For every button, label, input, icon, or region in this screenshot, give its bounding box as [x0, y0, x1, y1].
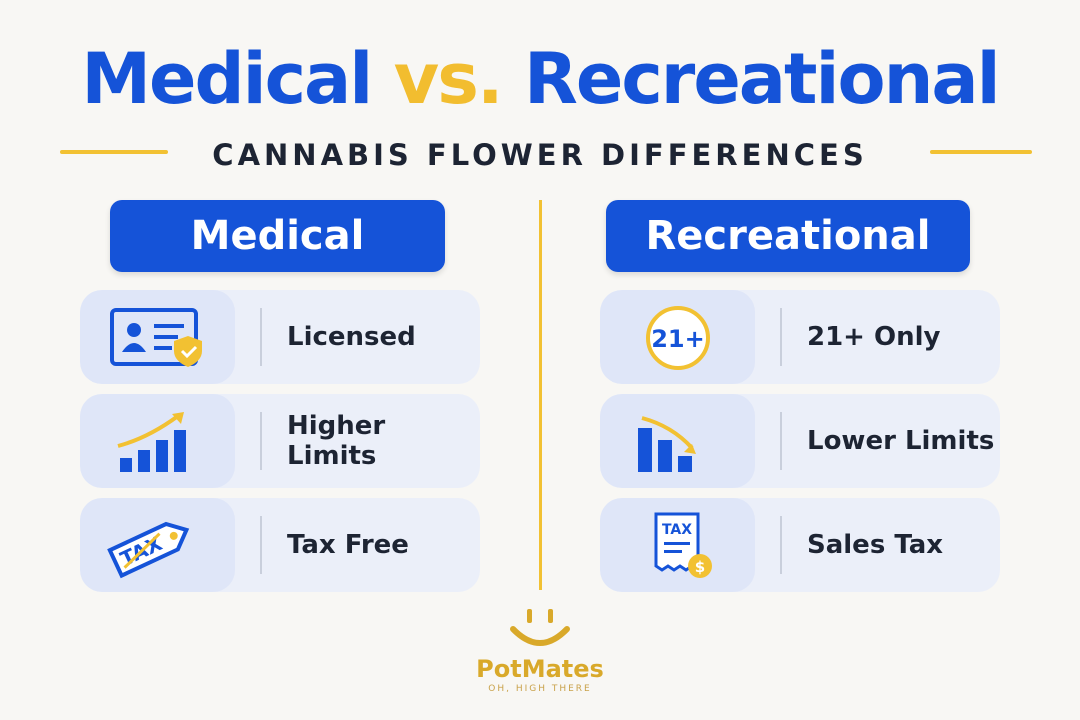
item-label: Tax Free [287, 530, 409, 560]
column-title: Recreational [606, 200, 970, 272]
item-label: 21+ Only [807, 322, 941, 352]
tagline: OH, HIGH THERE [488, 684, 592, 694]
title-middle: vs. [393, 38, 504, 120]
title-left: Medical [81, 38, 373, 120]
rule [60, 150, 168, 154]
icon-text: $ [695, 558, 705, 576]
card: Licensed [80, 290, 480, 384]
icon-text: TAX [662, 522, 692, 538]
item-label: Higher Limits [287, 411, 386, 471]
rule [930, 150, 1032, 154]
icon [110, 308, 202, 367]
card: TAX $ Sales Tax [600, 498, 1000, 592]
divider [539, 200, 542, 590]
icon [638, 416, 696, 472]
card: TAX Tax Free [80, 498, 480, 592]
icon: 21+ [646, 306, 710, 370]
icon [117, 412, 186, 472]
icon-text: 21+ [651, 325, 705, 353]
title: Medical vs. Recreational [0, 38, 1080, 120]
title-right: Recreational [523, 38, 1001, 120]
item-label: Licensed [287, 322, 416, 352]
card: Lower Limits [600, 394, 1000, 488]
column-title: Medical [110, 200, 445, 272]
item-label: Sales Tax [807, 530, 944, 560]
card: Higher Limits [80, 394, 480, 488]
icon: TAX $ [654, 512, 712, 578]
brand: PotMates [476, 655, 604, 683]
logo-mark [510, 609, 570, 646]
card: 21+ 21+ Only [600, 290, 1000, 384]
subtitle: CANNABIS FLOWER DIFFERENCES [212, 138, 868, 172]
icon: TAX [107, 521, 190, 579]
item-label: Lower Limits [807, 426, 995, 456]
